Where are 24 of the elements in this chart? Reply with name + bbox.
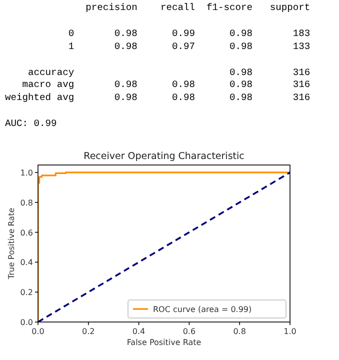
x-tick-label: 1.0	[284, 327, 296, 336]
y-tick-label: 0.2	[20, 288, 33, 298]
legend-label: ROC curve (area = 0.99)	[153, 305, 252, 314]
x-tick-label: 0.0	[32, 327, 44, 336]
text: precision recall f1-score support	[5, 2, 310, 13]
x-tick-label: 0.6	[182, 327, 196, 336]
text: weighted avg 0.98 0.98 0.98 316	[5, 92, 310, 103]
text: accuracy 0.98 316	[5, 67, 310, 78]
x-tick-label: 0.2	[82, 327, 95, 336]
chart-title: Receiver Operating Characteristic	[84, 151, 244, 162]
y-tick-label: 0.6	[20, 228, 33, 238]
text: AUC: 0.99	[5, 118, 58, 129]
y-tick-label: 0.8	[20, 198, 33, 208]
y-tick-label: 0.0	[20, 318, 33, 327]
y-tick-label: 1.0	[20, 168, 33, 178]
text: 1 0.98 0.97 0.98 133	[5, 41, 310, 52]
y-axis-title: True Positive Rate	[7, 208, 16, 280]
y-tick-label: 0.4	[20, 258, 33, 268]
text: macro avg 0.98 0.98 0.98 316	[5, 79, 310, 90]
text: 0 0.98 0.99 0.98 183	[5, 28, 310, 39]
x-tick-label: 0.8	[233, 327, 246, 336]
line-series	[38, 172, 290, 322]
x-axis-title: False Positive Rate	[126, 338, 202, 347]
x-tick-label: 0.4	[132, 327, 146, 336]
